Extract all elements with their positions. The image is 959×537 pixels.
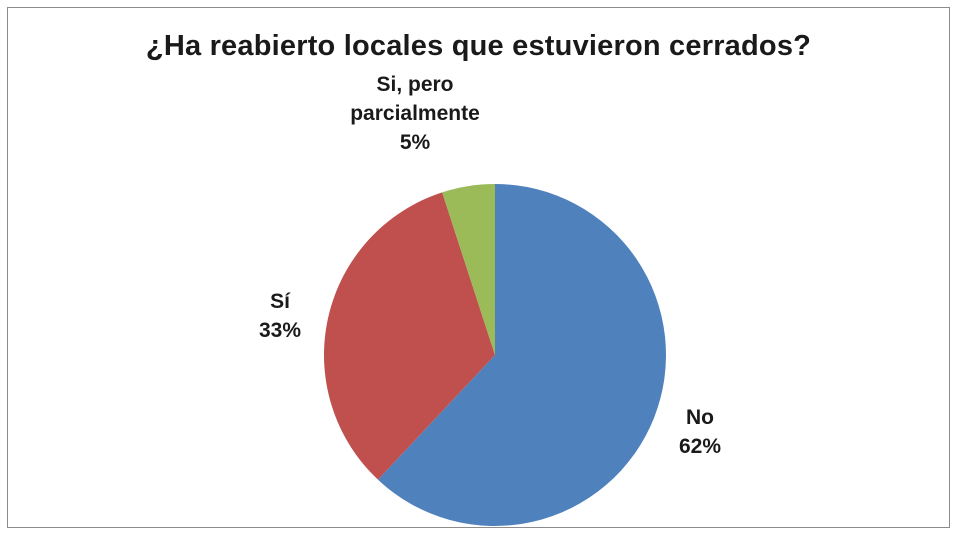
slice-label-parcial: Si, pero parcialmente 5% — [320, 70, 510, 157]
slice-label-no: No 62% — [655, 403, 745, 461]
slice-label-no-value: 62% — [678, 435, 722, 458]
slice-label-no-name: No — [686, 406, 714, 429]
chart-title: ¿Ha reabierto locales que estuvieron cer… — [145, 30, 812, 62]
slice-label-parcial-value: 5% — [399, 131, 431, 154]
slice-label-si-name: Sí — [270, 290, 290, 313]
slice-label-parcial-line2: parcialmente — [350, 102, 480, 125]
slice-label-si: Sí 33% — [235, 287, 325, 345]
pie-slice-parcial — [442, 184, 495, 355]
pie-slice-si — [324, 192, 495, 480]
slice-label-parcial-line1: Si, pero — [376, 73, 454, 96]
slice-label-si-value: 33% — [258, 319, 302, 342]
pie-slice-no — [377, 184, 667, 526]
